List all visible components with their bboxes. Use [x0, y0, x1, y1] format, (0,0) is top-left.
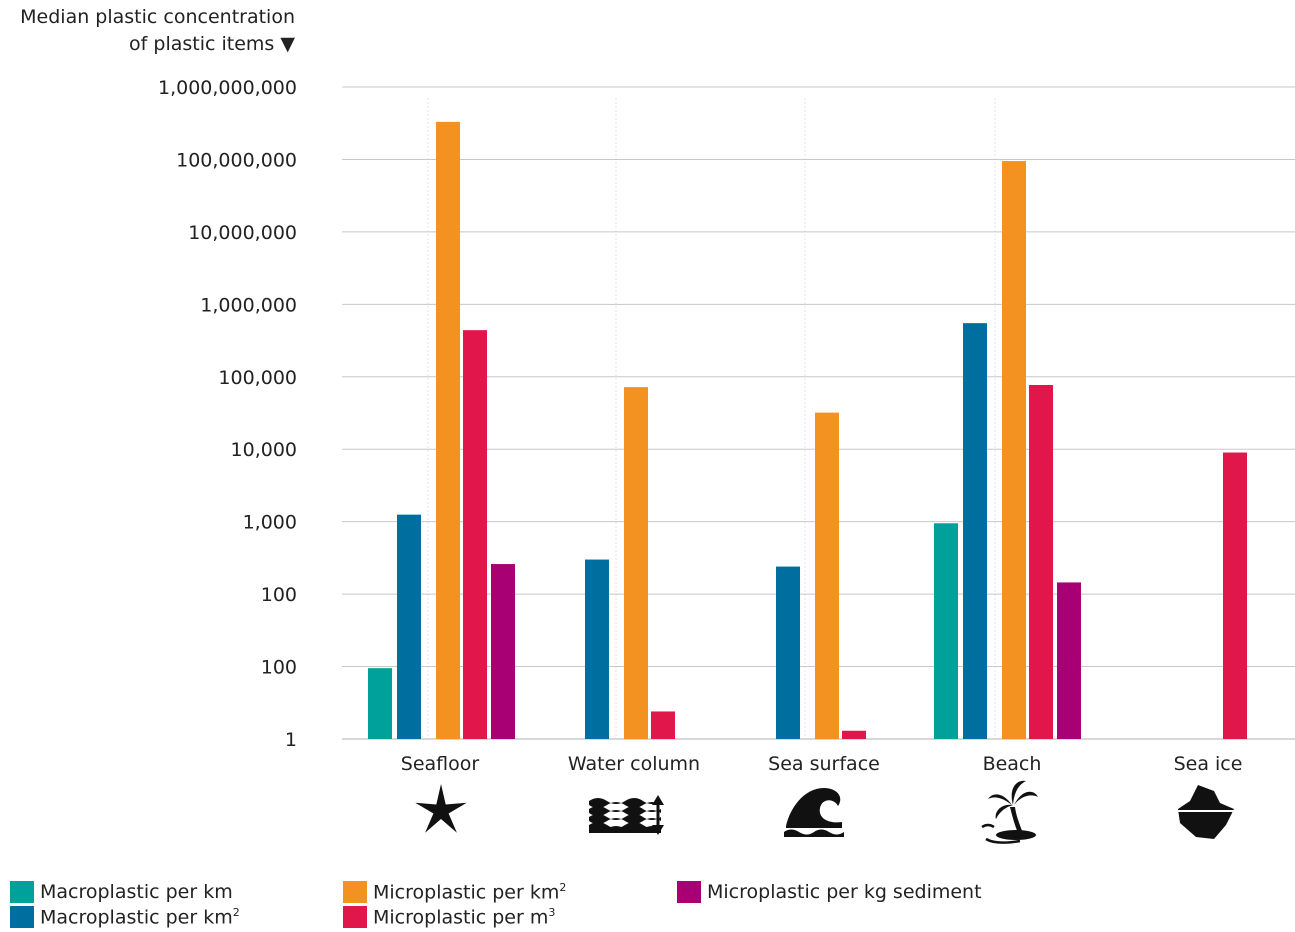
- y-tick-label-5: 100,000: [218, 367, 297, 389]
- bar-3-3: [1029, 385, 1053, 739]
- y-axis-label-line1: Median plastic concentration: [20, 6, 295, 28]
- category-label-4: Sea ice: [1174, 753, 1243, 775]
- y-tick-label-4: 10,000: [231, 439, 297, 461]
- water-layers-icon: [589, 795, 664, 835]
- bar-3-4: [1223, 452, 1247, 739]
- legend-label: Microplastic per m3: [373, 906, 556, 929]
- bar-0-0: [368, 668, 392, 739]
- bar-2-0: [436, 121, 460, 740]
- palm-island-icon: [981, 780, 1038, 844]
- legend-label: Microplastic per km2: [373, 881, 567, 904]
- bar-3-0: [463, 330, 487, 739]
- starfish-icon: [415, 784, 467, 833]
- legend-swatch: [677, 881, 701, 903]
- bar-0-3: [934, 523, 958, 739]
- bar-3-1: [651, 711, 675, 739]
- bar-1-1: [585, 559, 609, 739]
- legend-swatch: [343, 906, 367, 929]
- bar-4-0: [491, 564, 515, 739]
- y-tick-label-2: 100: [261, 584, 297, 606]
- bar-1-2: [776, 566, 800, 739]
- wave-icon: [784, 788, 844, 837]
- legend-item-0: Macroplastic per km: [10, 881, 233, 903]
- bar-1-3: [963, 323, 987, 739]
- bar-2-2: [815, 412, 839, 739]
- y-tick-label-7: 10,000,000: [188, 222, 297, 244]
- y-tick-label-9: 1,000,000,000: [158, 77, 297, 99]
- bar-chart: 1 100 100 1,000 10,000 100,000 1,000,000 10,000…: [158, 77, 1295, 844]
- y-tick-label-0: 1: [285, 729, 297, 751]
- legend-item-1: Macroplastic per km2: [10, 906, 240, 928]
- category-label-0: Seafloor: [401, 753, 480, 775]
- category-label-1: Water column: [568, 753, 700, 775]
- legend-label: Macroplastic per km2: [40, 906, 240, 929]
- legend-swatch: [10, 906, 34, 929]
- legend-swatch: [343, 881, 367, 904]
- legend-label: Microplastic per kg sediment: [707, 881, 982, 903]
- legend-swatch: [10, 881, 34, 903]
- legend-label: Macroplastic per km: [40, 881, 233, 903]
- bar-3-2: [842, 730, 866, 739]
- legend-item-3: Microplastic per m3: [343, 906, 555, 928]
- category-label-3: Beach: [983, 753, 1042, 775]
- category-label-2: Sea surface: [768, 753, 880, 775]
- y-axis-label-line2: of plastic items ▼: [129, 33, 295, 55]
- iceberg-icon: [1176, 785, 1236, 839]
- y-tick-label-1: 100: [261, 657, 297, 679]
- y-tick-label-8: 100,000,000: [176, 149, 297, 171]
- y-tick-label-3: 1,000: [243, 512, 297, 534]
- bar-2-1: [624, 387, 648, 739]
- legend-item-4: Microplastic per kg sediment: [677, 881, 982, 903]
- y-axis-label: Median plastic concentration of plastic …: [20, 4, 295, 58]
- bar-2-3: [1002, 161, 1026, 740]
- bar-4-3: [1057, 582, 1081, 739]
- y-axis-arrow-icon: ▼: [280, 33, 295, 55]
- legend-item-2: Microplastic per km2: [343, 881, 566, 903]
- y-tick-label-6: 1,000,000: [200, 294, 297, 316]
- bar-1-0: [397, 514, 421, 739]
